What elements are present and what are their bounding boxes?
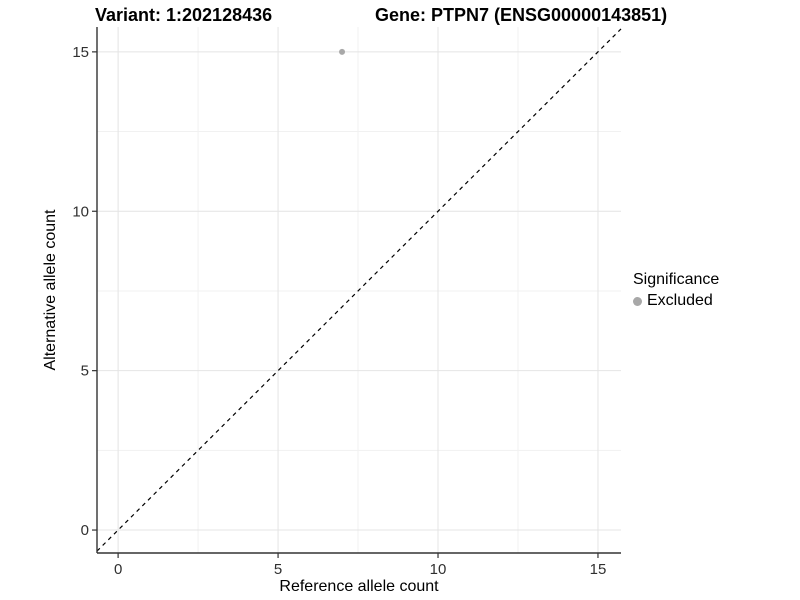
x-tick-label: 5 [274,561,282,578]
gene-title: Gene: PTPN7 (ENSG00000143851) [375,5,668,25]
y-tick-label: 5 [81,363,89,380]
y-tick-label: 0 [81,522,89,539]
data-point [339,48,346,55]
y-tick-label: 15 [72,44,89,61]
legend: Significance Excluded [633,271,719,310]
y-axis-label: Alternative allele count [42,209,59,371]
legend-item-label: Excluded [647,292,713,309]
identity-line [96,28,622,552]
legend-key-dot-icon [633,296,642,306]
legend-title: Significance [633,271,720,288]
legend-items: Excluded [633,292,719,310]
x-tick-label: 15 [590,561,607,578]
variant-title: Variant: 1:202128436 [95,5,273,25]
y-tick-label: 10 [72,203,89,220]
x-tick-label: 10 [430,561,447,578]
x-tick-label: 0 [114,561,122,578]
legend-item: Excluded [633,292,719,310]
x-axis-label: Reference allele count [279,578,439,595]
